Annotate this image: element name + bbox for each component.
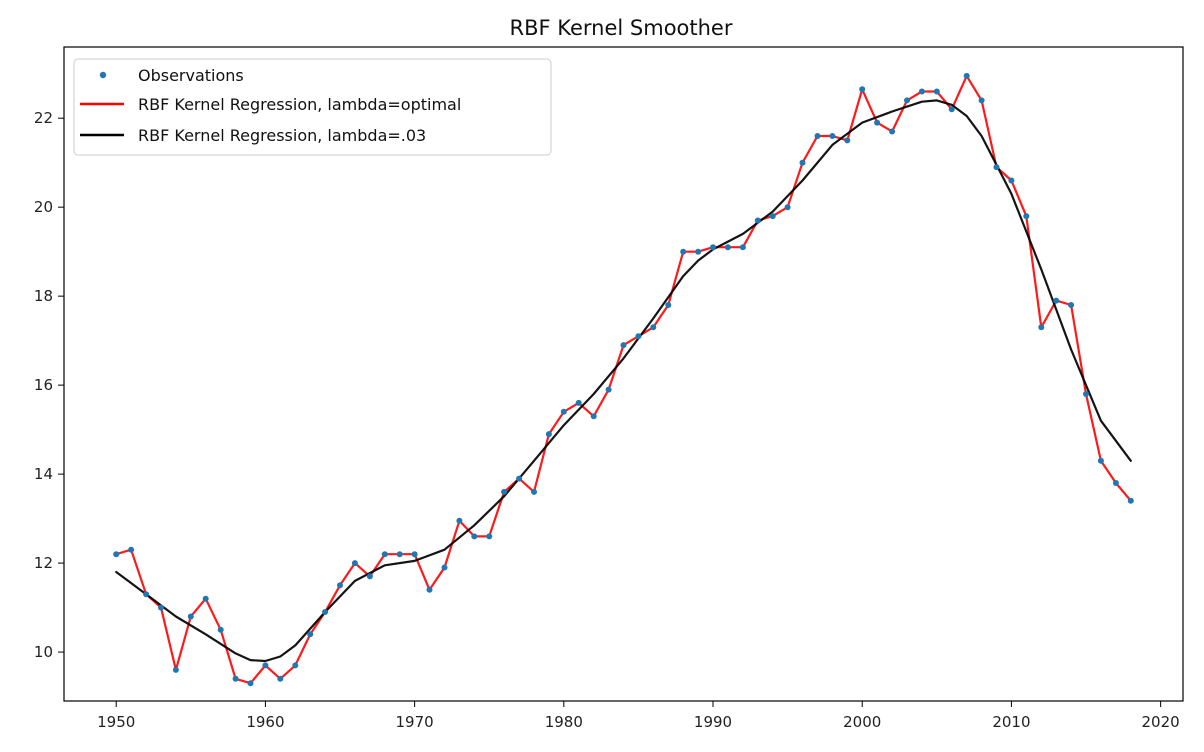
- data-point-1955: [187, 613, 194, 620]
- legend-label-optimal: RBF Kernel Regression, lambda=optimal: [138, 95, 461, 114]
- data-point-1978: [531, 488, 537, 495]
- data-point-2003: [904, 97, 910, 104]
- data-point-1999: [844, 137, 851, 144]
- data-point-1960: [262, 662, 269, 669]
- y-tick-label-10: 10: [34, 643, 53, 661]
- data-point-1977: [516, 475, 523, 482]
- data-point-1957: [217, 626, 224, 633]
- data-point-1974: [471, 533, 478, 540]
- y-tick-label-14: 14: [34, 465, 53, 483]
- data-point-1966: [351, 560, 358, 567]
- data-point-1970: [411, 551, 418, 558]
- data-point-1965: [337, 582, 343, 589]
- x-tick-label-1980: 1980: [545, 713, 583, 731]
- data-point-2002: [889, 128, 896, 135]
- data-point-1989: [695, 248, 702, 255]
- data-point-1984: [620, 342, 627, 349]
- data-point-1959: [247, 680, 254, 687]
- data-point-1971: [426, 586, 433, 593]
- axes: 1950 1960 1970 1980 1990 2000 2010 2020 10 12 14 16…: [34, 46, 1184, 731]
- data-point-1985: [635, 333, 642, 340]
- data-point-1963: [307, 631, 314, 638]
- x-tick-label-2000: 2000: [843, 713, 881, 731]
- data-point-2016: [1097, 457, 1104, 464]
- data-point-1975: [486, 533, 493, 540]
- data-point-2014: [1068, 302, 1075, 308]
- data-point-1980: [560, 408, 567, 415]
- data-point-1990: [710, 244, 716, 251]
- data-point-2000: [859, 86, 866, 93]
- data-point-1951: [128, 546, 135, 553]
- chart-title: RBF Kernel Smoother: [510, 16, 733, 40]
- data-point-1998: [829, 133, 836, 139]
- data-point-1952: [143, 591, 150, 598]
- data-point-2012: [1038, 324, 1045, 331]
- data-point-1986: [650, 324, 657, 331]
- plot-area: [113, 72, 1134, 687]
- data-point-2005: [933, 88, 940, 95]
- data-point-1979: [545, 431, 552, 438]
- data-point-2013: [1053, 297, 1060, 304]
- data-point-1964: [322, 609, 329, 615]
- data-point-1993: [754, 217, 761, 224]
- data-point-1961: [277, 675, 284, 682]
- data-point-1981: [575, 399, 582, 406]
- legend-label-observations: Observations: [138, 66, 244, 85]
- data-point-1956: [202, 595, 209, 602]
- axes-frame: [63, 46, 1184, 702]
- data-point-2009: [993, 164, 1000, 171]
- data-point-1983: [605, 386, 612, 393]
- data-point-1973: [456, 517, 463, 524]
- y-tick-label-18: 18: [34, 287, 53, 305]
- data-point-1976: [501, 488, 508, 495]
- data-point-1994: [769, 213, 776, 220]
- data-point-2011: [1023, 213, 1030, 220]
- x-tick-label-2010: 2010: [992, 713, 1030, 731]
- data-point-1967: [366, 573, 373, 580]
- x-tick-label-1960: 1960: [246, 713, 284, 731]
- data-point-2015: [1083, 391, 1089, 397]
- data-point-2006: [948, 106, 955, 113]
- data-point-2017: [1112, 480, 1119, 486]
- data-point-1954: [172, 666, 179, 673]
- data-point-1987: [665, 302, 672, 308]
- y-tick-label-22: 22: [34, 109, 53, 127]
- data-point-1958: [232, 675, 239, 682]
- legend: Observations RBF Kernel Regression, lamb…: [73, 58, 552, 156]
- data-point-1950: [113, 551, 120, 558]
- legend-label-fixed: RBF Kernel Regression, lambda=.03: [138, 126, 426, 145]
- data-point-1968: [381, 551, 388, 558]
- data-point-1995: [784, 204, 791, 211]
- data-point-1982: [590, 413, 597, 420]
- x-tick-label-1990: 1990: [694, 713, 732, 731]
- legend-marker-observations: [99, 71, 107, 79]
- data-point-1972: [441, 564, 448, 571]
- data-point-1996: [799, 159, 806, 166]
- data-point-2008: [978, 97, 985, 104]
- data-point-2001: [874, 119, 881, 126]
- x-tick-label-2020: 2020: [1142, 713, 1180, 731]
- data-point-1992: [739, 244, 746, 251]
- x-tick-label-1950: 1950: [97, 713, 135, 731]
- data-point-2004: [918, 88, 925, 95]
- data-point-1988: [680, 248, 687, 255]
- data-point-1953: [158, 604, 164, 611]
- data-point-2007: [963, 72, 970, 79]
- data-point-1969: [396, 551, 403, 558]
- data-point-2018: [1127, 497, 1134, 504]
- data-point-1962: [292, 662, 299, 669]
- data-point-2010: [1008, 177, 1015, 184]
- data-point-1997: [814, 133, 821, 139]
- y-tick-label-12: 12: [34, 554, 53, 572]
- y-tick-label-20: 20: [34, 198, 53, 216]
- y-tick-label-16: 16: [34, 376, 53, 394]
- data-point-1991: [724, 244, 731, 251]
- x-tick-label-1970: 1970: [396, 713, 434, 731]
- legend-box: [73, 58, 552, 156]
